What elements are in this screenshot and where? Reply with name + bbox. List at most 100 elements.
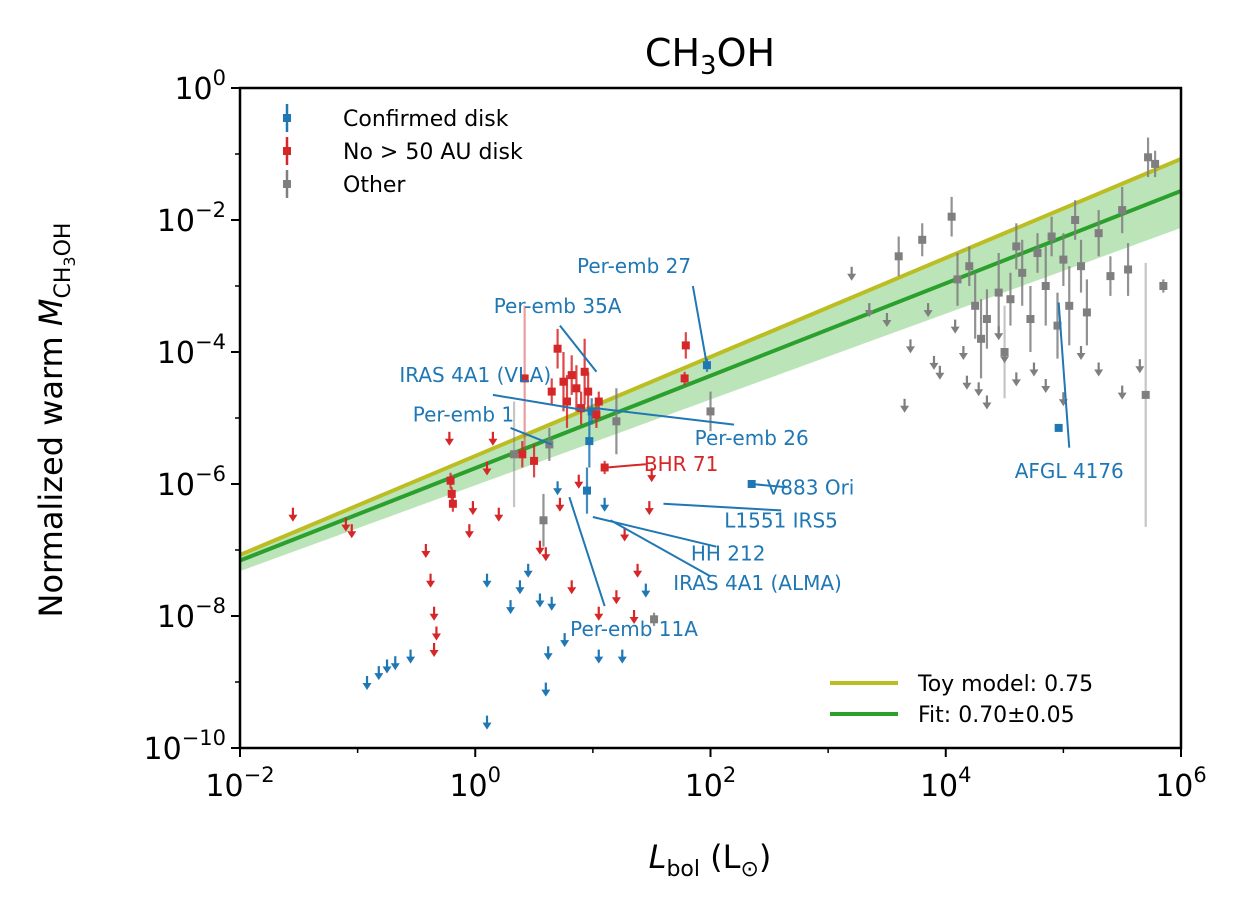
no-disk-upper-limit [629,617,639,624]
no-disk-upper-limit [555,504,565,512]
legend-label-confirmed: Confirmed disk [343,107,509,132]
other-point [1053,321,1062,330]
no-disk-point [600,463,609,472]
no-disk-upper-limit [347,531,357,539]
no-disk-point [530,456,539,465]
other-point [965,262,974,271]
no-disk-upper-limit [341,524,351,532]
annotation-leader-iras-4a1-vla [492,393,592,413]
other-upper-limit [1117,392,1127,400]
annotation-label-per-emb-27: Per-emb 27 [577,254,691,278]
confirmed-upper-limit [560,640,570,648]
no-disk-upper-limit [464,531,474,539]
no-disk-point [446,476,455,485]
confirmed-point [582,486,591,495]
other-upper-limit [1029,369,1039,377]
no-disk-upper-limit [620,534,630,542]
other-point [947,212,956,221]
other-point [1000,348,1009,356]
confirmed-upper-limit [482,722,492,730]
other-point [1018,268,1027,277]
x-tick-label: 10−2 [205,763,274,804]
no-disk-upper-limit [633,570,643,578]
no-disk-upper-limit [488,438,498,446]
legend-label-other: Other [343,173,406,198]
confirmed-upper-limit [617,656,627,664]
no-disk-upper-limit [426,580,436,588]
y-tick-label: 100 [174,66,226,107]
other-point [1106,272,1115,281]
other-upper-limit [864,310,874,318]
other-point [977,334,986,343]
x-tick-label: 102 [685,763,737,804]
no-disk-upper-limit [288,514,298,522]
confirmed-upper-limit [547,603,557,611]
confirmed-upper-limit [374,673,384,681]
annotation-leader-afgl-4176 [1057,302,1071,448]
other-point [894,252,903,261]
confirmed-upper-limit [541,689,551,697]
annotation-label-iras-4a1-vla: IRAS 4A1 (VLA) [399,363,551,387]
annotation-label-afgl-4176: AFGL 4176 [1015,459,1124,483]
no-disk-point [448,499,457,508]
other-point [612,417,621,426]
other-point [1006,295,1015,304]
legend-points: Confirmed disk No > 50 AU disk Other [283,104,523,198]
no-disk-point [584,387,593,396]
plot-area [240,137,1181,730]
y-tick-label: 10−4 [157,330,226,371]
other-upper-limit [950,326,960,334]
no-disk-upper-limit [494,514,504,522]
other-upper-limit [982,402,992,410]
toy-model-line [240,157,1181,557]
no-disk-point [547,387,556,396]
other-upper-limit [923,310,933,318]
annotation-label-v883-ori: V883 Ori [767,475,855,499]
confirmed-upper-limit [600,504,610,512]
no-disk-point [580,367,589,376]
no-disk-point [447,489,456,498]
annotation-leader-per-emb-1 [510,426,553,446]
no-disk-upper-limit [594,613,604,621]
other-point [1094,229,1103,238]
annotation-label-per-emb-35a: Per-emb 35A [494,294,622,318]
no-disk-upper-limit [644,508,654,516]
confirmed-upper-limit [406,656,416,664]
annotation-leader-per-emb-27 [691,285,708,366]
no-disk-point [572,384,581,393]
other-upper-limit [935,372,945,380]
y-axis-label-sub-a: CH [51,267,76,299]
other-point [1082,308,1091,317]
confirmed-upper-limit [523,570,533,578]
other-upper-limit [1011,379,1021,387]
confirmed-upper-limit [553,488,563,496]
other-point [1144,153,1153,162]
annotation-label-hh-212: HH 212 [691,541,766,565]
annotation-label-per-emb-1: Per-emb 1 [413,403,514,427]
legend-marker-other [283,170,291,198]
no-disk-upper-limit [535,547,545,555]
confirmed-upper-limit [515,587,525,595]
x-axis-label-var: L [649,838,667,876]
annotation-label-per-emb-11a: Per-emb 11A [570,617,698,641]
no-disk-upper-limit [429,613,439,621]
no-disk-point [520,374,529,383]
no-disk-point [594,397,603,406]
no-disk-upper-limit [421,551,431,558]
no-disk-point [567,371,576,380]
confirmed-upper-limit [482,580,492,588]
x-axis-label-sun: ⊙ [740,857,758,882]
other-point [1033,249,1042,257]
other-point [1159,282,1168,290]
confirmed-upper-limit [641,590,651,598]
annotation-label-l1551-irs5: L1551 IRS5 [724,508,838,532]
other-point [650,615,659,624]
confirmed-point [585,437,594,446]
y-tick-label: 10−6 [157,462,226,503]
no-disk-point [577,404,586,413]
no-disk-upper-limit [574,481,584,489]
other-upper-limit [882,320,892,327]
other-point [1124,265,1133,274]
other-point [539,516,548,525]
other-point [994,288,1003,297]
